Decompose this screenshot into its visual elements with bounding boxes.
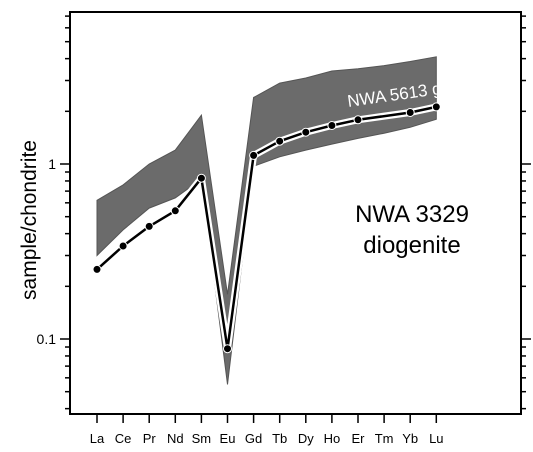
x-tick-label-pr: Pr	[143, 431, 157, 446]
x-tick-label-ce: Ce	[115, 431, 132, 446]
data-point-la	[92, 264, 102, 274]
y-tick-label: 1	[48, 156, 56, 172]
data-point-nd	[170, 206, 180, 216]
x-tick-label-dy: Dy	[298, 431, 314, 446]
x-tick-label-yb: Yb	[402, 431, 418, 446]
data-point-sm	[196, 173, 206, 183]
y-axis-title: sample/chondrite	[18, 140, 41, 300]
data-point-eu	[223, 344, 232, 354]
y-tick-label: 0.1	[37, 331, 57, 347]
x-tick-label-eu: Eu	[220, 431, 236, 446]
series-layer	[92, 102, 441, 354]
data-point-er	[353, 115, 363, 125]
data-point-ce	[118, 241, 128, 251]
data-point-lu	[431, 102, 441, 112]
data-point-tb	[275, 136, 285, 146]
x-tick-label-tb: Tb	[272, 431, 287, 446]
x-tick-label-sm: Sm	[192, 431, 212, 446]
data-point-gd	[249, 150, 259, 160]
x-tick-label-lu: Lu	[429, 431, 443, 446]
x-tick-label-nd: Nd	[167, 431, 184, 446]
data-point-pr	[144, 221, 154, 231]
data-point-dy	[301, 127, 311, 137]
x-tick-label-tm: Tm	[375, 431, 394, 446]
x-tick-label-la: La	[90, 431, 105, 446]
axis-ticks	[60, 15, 531, 423]
data-point-yb	[405, 108, 415, 117]
x-tick-label-er: Er	[352, 431, 366, 446]
axis-labels: 0.1 1 La Ce Pr Nd Sm Eu Gd Tb Dy Ho Er Tm Yb Lu	[37, 156, 444, 446]
data-point-ho	[327, 121, 337, 130]
x-tick-label-gd: Gd	[245, 431, 262, 446]
x-tick-label-ho: Ho	[324, 431, 341, 446]
plot-frame	[69, 11, 522, 415]
annotation-sample-type: diogenite	[363, 232, 460, 259]
annotation-sample-name: NWA 3329	[355, 201, 469, 228]
